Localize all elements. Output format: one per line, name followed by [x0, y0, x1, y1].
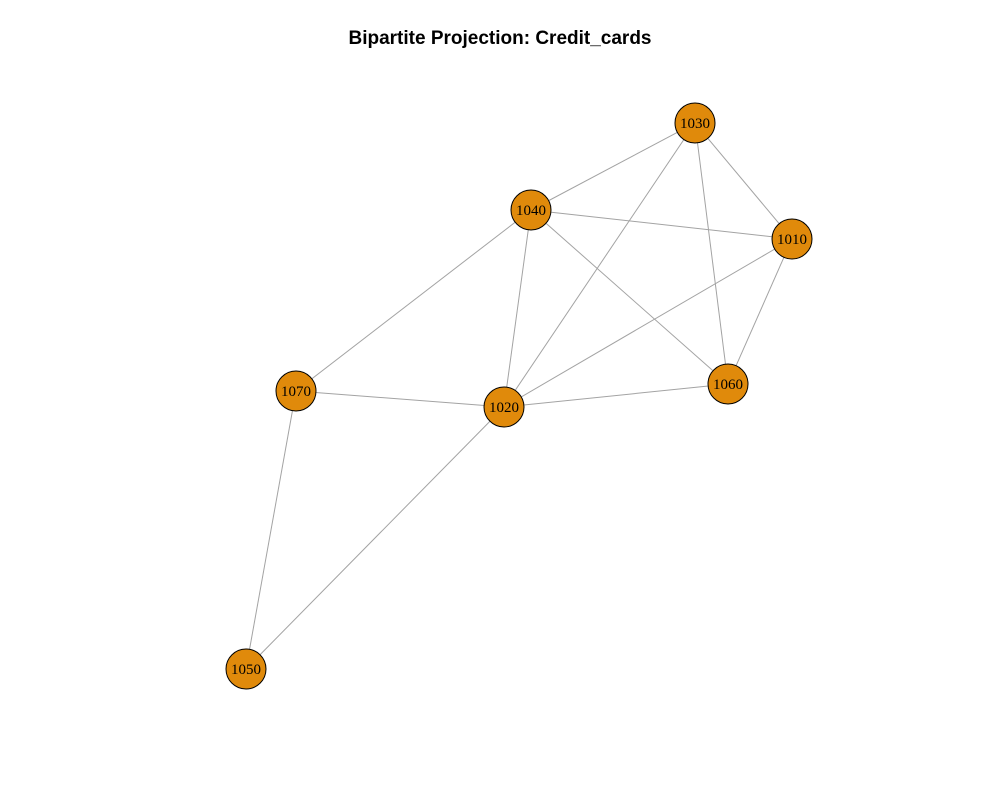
edge-1040-1010	[530, 209, 793, 240]
edge-1030-1020	[503, 122, 696, 408]
edge-1040-1020	[503, 209, 532, 408]
edge-1070-1050	[245, 390, 297, 670]
node-circle	[674, 102, 716, 144]
node-label: 1070	[281, 384, 311, 400]
node-1010: 1010	[771, 218, 813, 260]
node-1070: 1070	[275, 370, 317, 412]
node-layer: 1030 1040 1010 1070 1020 1060 1050	[225, 102, 813, 690]
node-label: 1030	[680, 116, 710, 132]
node-1030: 1030	[674, 102, 716, 144]
edge-1030-1060	[694, 122, 729, 385]
node-label: 1010	[777, 232, 807, 248]
edge-1030-1040	[530, 122, 696, 211]
node-label: 1020	[489, 400, 519, 416]
node-circle	[483, 386, 525, 428]
node-circle	[510, 189, 552, 231]
edge-1070-1020	[295, 390, 505, 408]
node-1040: 1040	[510, 189, 552, 231]
node-circle	[707, 363, 749, 405]
node-1020: 1020	[483, 386, 525, 428]
edge-1010-1060	[727, 238, 793, 385]
node-label: 1060	[713, 377, 743, 393]
node-circle	[771, 218, 813, 260]
edge-1020-1060	[503, 383, 729, 408]
edge-1030-1010	[694, 122, 793, 240]
edge-1010-1020	[503, 238, 793, 408]
edge-1040-1060	[530, 209, 729, 385]
node-circle	[275, 370, 317, 412]
node-label: 1040	[516, 203, 546, 219]
node-1050: 1050	[225, 648, 267, 690]
edge-layer	[245, 122, 793, 670]
diagram-title: Bipartite Projection: Credit_cards	[348, 28, 652, 49]
edge-1020-1050	[245, 406, 505, 670]
node-circle	[225, 648, 267, 690]
node-label: 1050	[231, 662, 261, 678]
edge-1040-1070	[295, 209, 532, 392]
node-1060: 1060	[707, 363, 749, 405]
